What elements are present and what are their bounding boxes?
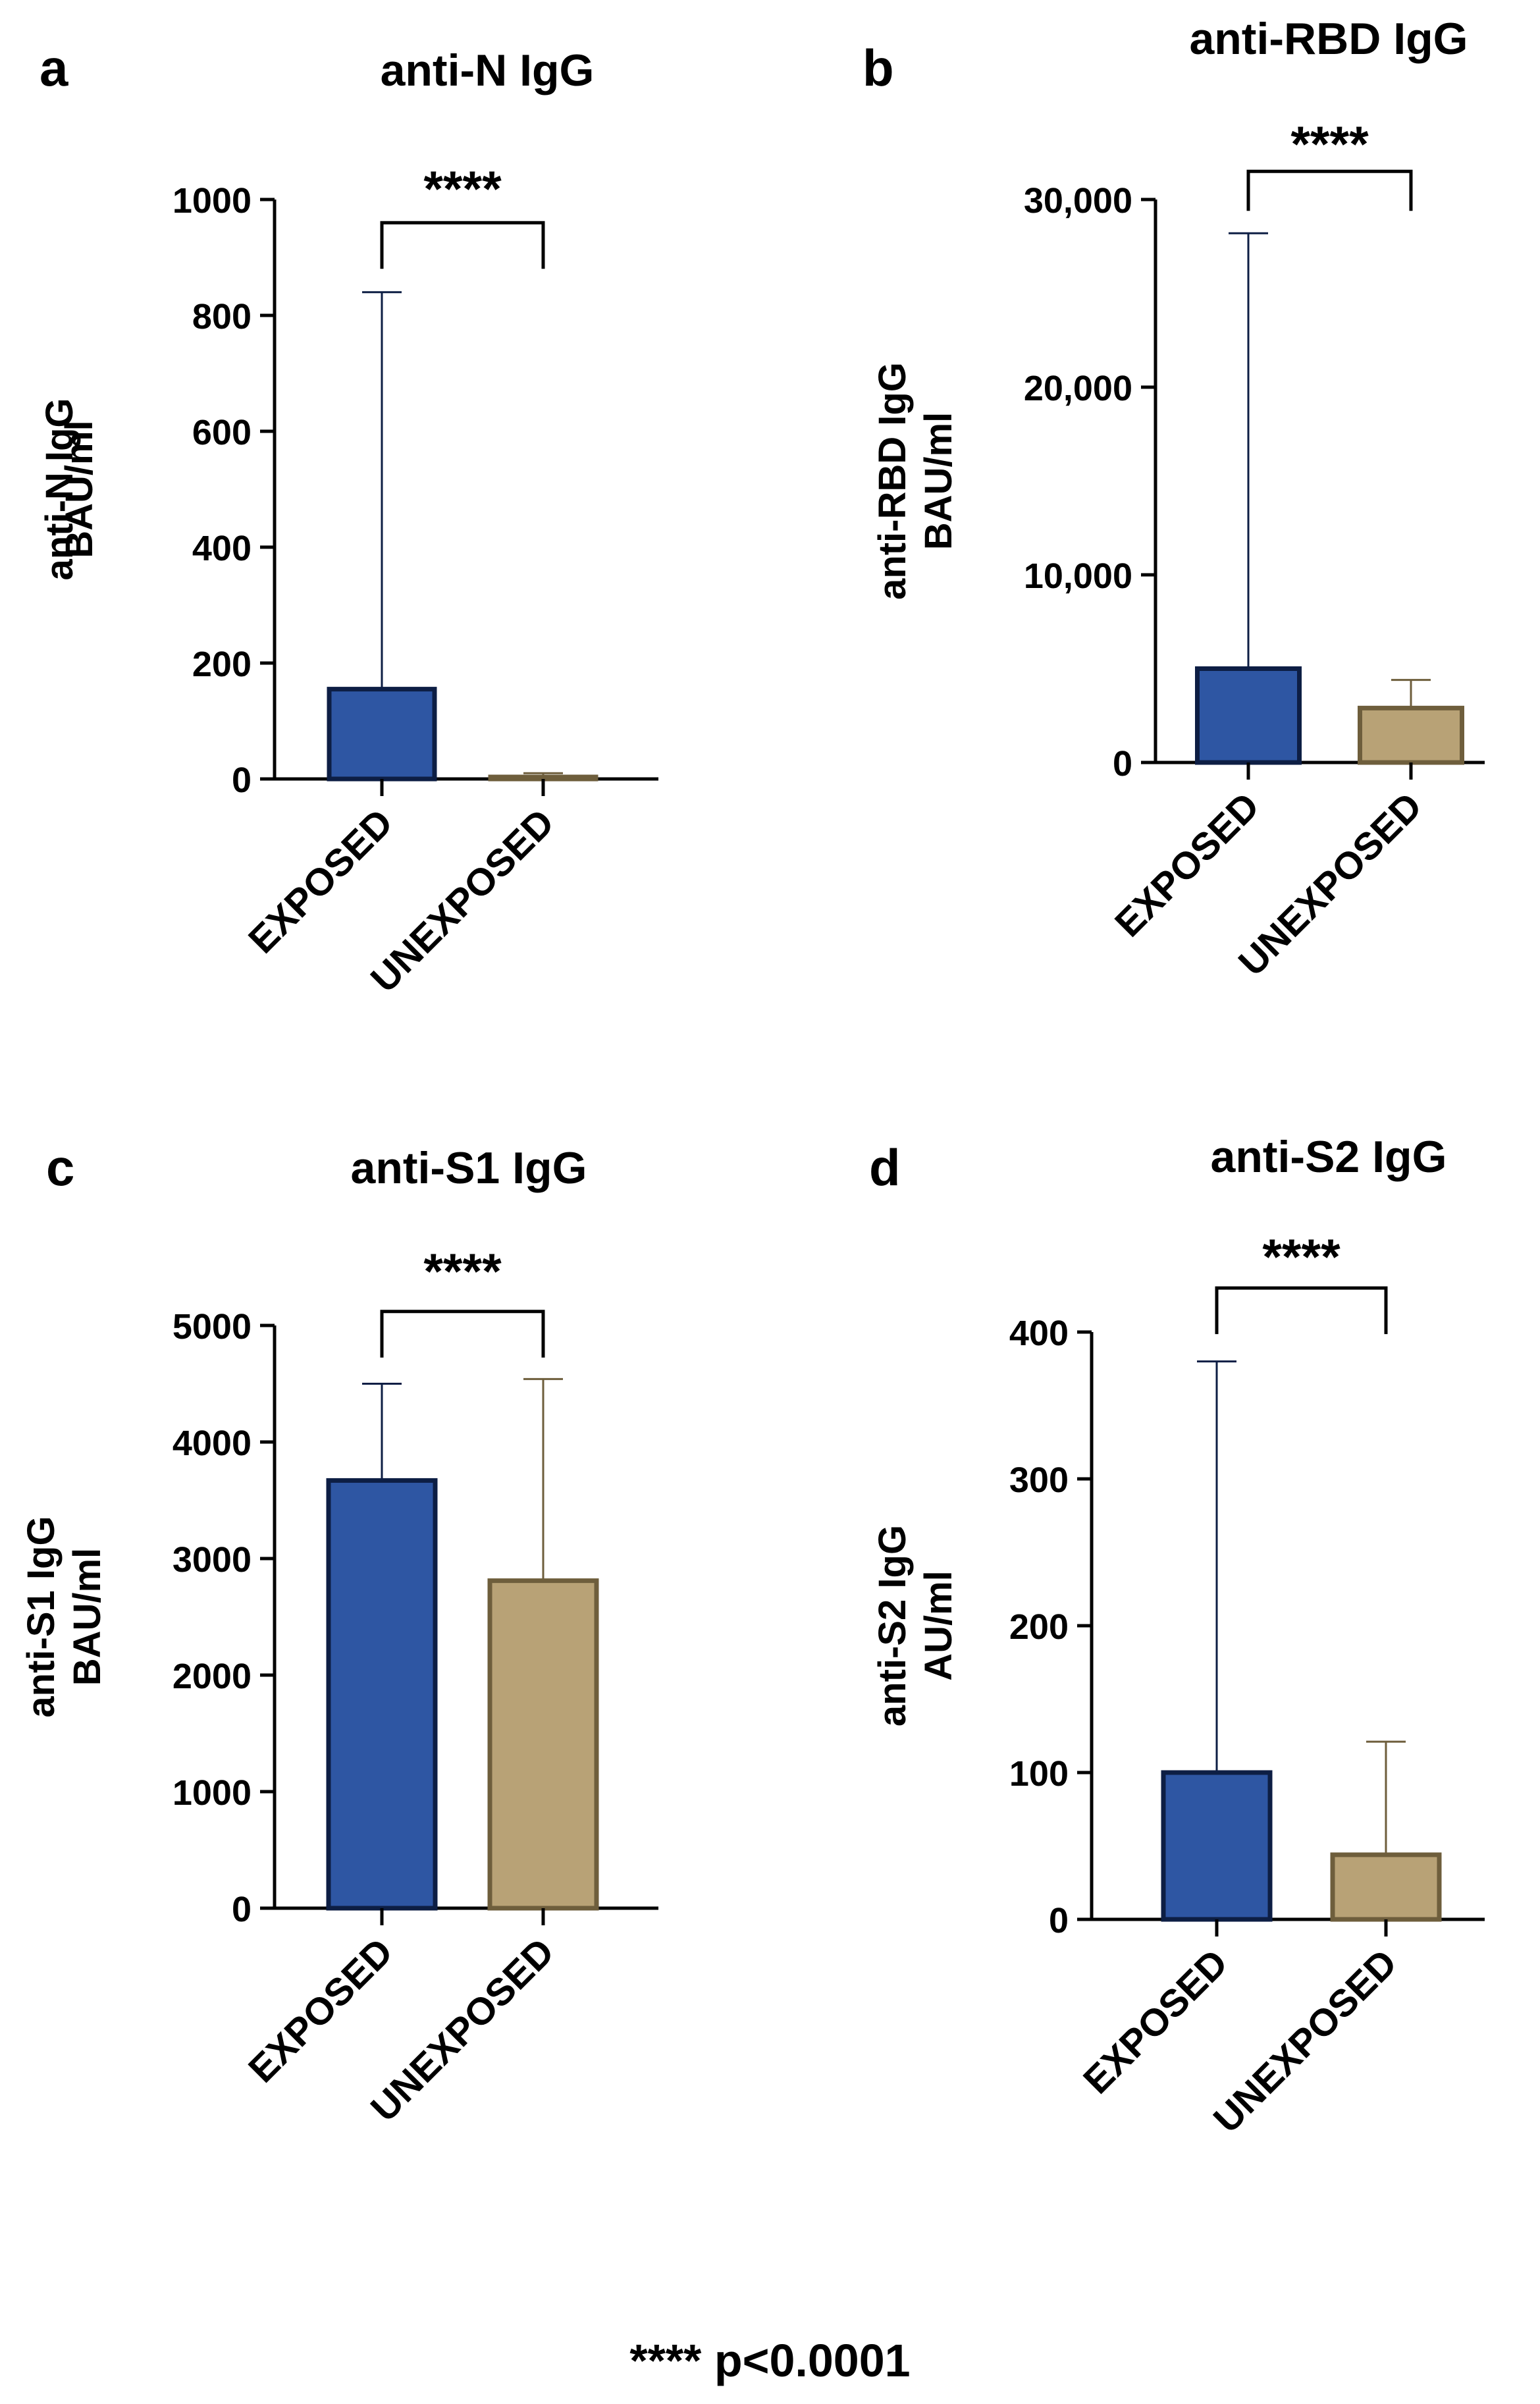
bar-unexposed: [1330, 1852, 1442, 1922]
y-tick-label: 1000: [173, 1773, 252, 1813]
chart-title: anti-N IgG: [381, 45, 595, 95]
y-tick-label: 10,000: [1024, 556, 1132, 596]
y-tick-label: 200: [1009, 1607, 1069, 1647]
y-tick-label: 400: [1009, 1314, 1069, 1353]
y-tick-label: 100: [1009, 1754, 1069, 1794]
bar-exposed: [1161, 1770, 1273, 1922]
y-axis-label: BAU/ml: [66, 1548, 109, 1686]
y-tick-label: 0: [1113, 744, 1132, 784]
panel-label: b: [863, 39, 894, 97]
y-tick-label: 600: [192, 413, 252, 452]
bar-unexposed: [1358, 705, 1464, 765]
significance-bracket: [380, 221, 545, 269]
y-axis-label: anti-N IgG: [38, 398, 81, 580]
y-tick-label: 300: [1009, 1460, 1069, 1500]
y-axis-label: BAU/ml: [58, 420, 101, 558]
y-tick-label: 1000: [173, 181, 252, 221]
y-tick-label: 0: [232, 761, 252, 800]
panel-label: c: [46, 1138, 74, 1196]
y-axis-label: AU/ml: [917, 1570, 960, 1681]
x-category-label: EXPOSED: [1075, 1941, 1236, 2102]
panel-label: a: [40, 39, 68, 97]
y-axis-label: anti-S2 IgG: [871, 1525, 914, 1726]
chart-title: anti-S1 IgG: [351, 1143, 587, 1193]
significance-bracket: [1215, 1286, 1388, 1335]
y-axis-label: anti-S1 IgG: [20, 1516, 63, 1717]
y-tick-label: 0: [1049, 1901, 1069, 1940]
y-tick-label: 400: [192, 529, 252, 568]
y-tick-label: 5000: [173, 1307, 252, 1347]
y-tick-label: 800: [192, 297, 252, 336]
bar-exposed: [327, 687, 437, 782]
y-tick-label: 30,000: [1024, 181, 1132, 221]
y-axis-label: anti-RBD IgG: [871, 362, 914, 600]
significance-stars: ****: [1262, 1229, 1341, 1285]
y-tick-label: 0: [232, 1890, 252, 1929]
p-value-footnote: **** p<0.0001: [629, 2335, 911, 2386]
significance-bracket: [1246, 169, 1413, 211]
y-tick-label: 20,000: [1024, 369, 1132, 408]
significance-stars: ****: [1290, 117, 1369, 173]
y-tick-label: 2000: [173, 1657, 252, 1696]
y-tick-label: 3000: [173, 1540, 252, 1580]
x-category-label: EXPOSED: [1107, 784, 1267, 945]
bar-exposed: [1195, 666, 1302, 765]
bar-exposed: [326, 1478, 438, 1911]
significance-stars: ****: [423, 161, 502, 217]
significance-stars: ****: [423, 1244, 502, 1300]
y-tick-label: 4000: [173, 1424, 252, 1463]
x-category-label: EXPOSED: [240, 1930, 401, 2091]
panel-label: d: [869, 1138, 901, 1196]
y-tick-label: 200: [192, 645, 252, 684]
significance-bracket: [380, 1310, 545, 1358]
bar-unexposed: [487, 1578, 599, 1911]
chart-title: anti-RBD IgG: [1189, 14, 1468, 64]
y-axis-label: BAU/ml: [917, 412, 960, 550]
x-category-label: EXPOSED: [240, 801, 401, 961]
bar-unexposed: [488, 774, 598, 782]
chart-title: anti-S2 IgG: [1211, 1132, 1447, 1182]
